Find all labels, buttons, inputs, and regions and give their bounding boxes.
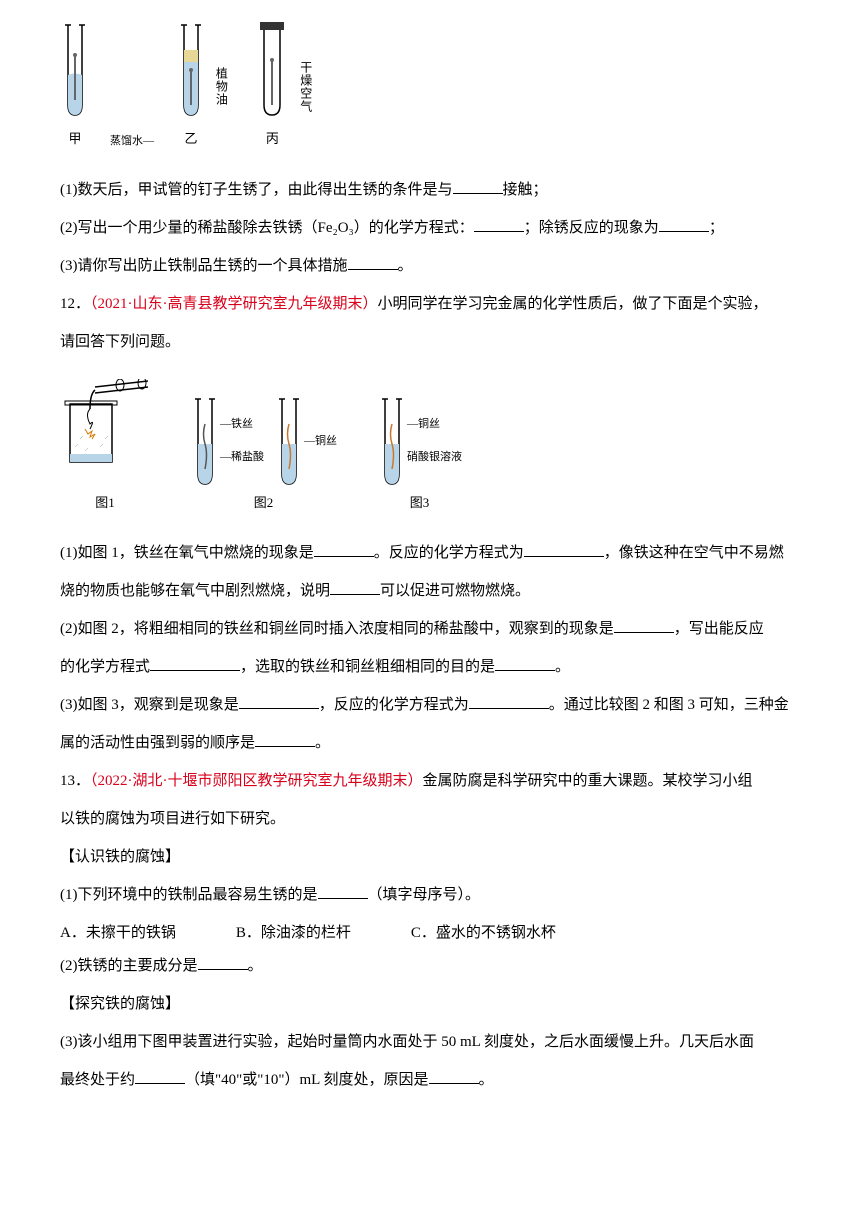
blank-fill [330, 580, 380, 595]
q12-p2: (2)如图 2，将粗细相同的铁丝和铜丝同时插入浓度相同的稀盐酸中，观察到的现象是… [60, 613, 800, 646]
q13-options: A．未擦干的铁锅 B．除油漆的栏杆 C．盛水的不锈钢水杯 [60, 917, 800, 950]
tube-b-label: 乙 [184, 125, 197, 154]
blank-fill [318, 884, 368, 899]
q1-part3: (3)请你写出防止铁制品生锈的一个具体措施。 [60, 250, 800, 283]
test-tube-b [176, 20, 206, 120]
q13-p2: (2)铁锈的主要成分是。 [60, 950, 800, 983]
q1-part2: (2)写出一个用少量的稀盐酸除去铁锈（Fe₂O₃）的化学方程式：；除锈反应的现象… [60, 212, 800, 245]
q13-header1: 【认识铁的腐蚀】 [60, 841, 800, 874]
blank-fill [614, 618, 674, 633]
blank-fill [255, 732, 315, 747]
q13-p1: (1)下列环境中的铁制品最容易生锈的是（填字母序号）。 [60, 879, 800, 912]
q12-p3: (3)如图 3，观察到是现象是，反应的化学方程式为。通过比较图 2 和图 3 可… [60, 689, 800, 722]
test-tube-a [60, 20, 90, 120]
blank-fill [524, 542, 604, 557]
option-a: A．未擦干的铁锅 [60, 917, 176, 950]
q12-p1-cont: 烧的物质也能够在氧气中剧烈燃烧，说明可以促进可燃物燃烧。 [60, 575, 800, 608]
blank-fill [135, 1069, 185, 1084]
q13-p3b: 最终处于约（填"40"或"10"）mL 刻度处，原因是。 [60, 1064, 800, 1097]
test-tube-c [254, 20, 290, 120]
option-b: B．除油漆的栏杆 [236, 917, 351, 950]
blank-fill [469, 694, 549, 709]
blank-fill [495, 656, 555, 671]
option-c: C．盛水的不锈钢水杯 [411, 917, 556, 950]
q13-intro: 13．（2022·湖北·十堰市郧阳区教学研究室九年级期末）金属防腐是科学研究中的… [60, 765, 800, 798]
blank-fill [314, 542, 374, 557]
q12-p2-cont: 的化学方程式，选取的铁丝和铜丝粗细相同的目的是。 [60, 651, 800, 684]
q13-header2: 【探究铁的腐蚀】 [60, 988, 800, 1021]
water-label: 蒸馏水— [110, 129, 154, 153]
fig2-label: 图2 [254, 489, 274, 518]
blank-fill [429, 1069, 479, 1084]
blank-fill [348, 255, 398, 270]
q13-p3a: (3)该小组用下图甲装置进行实验，起始时量筒内水面处于 50 mL 刻度处，之后… [60, 1026, 800, 1059]
exp-fig1: 图1 [60, 379, 150, 518]
blank-fill [474, 217, 524, 232]
source-tag: （2021·山东·高青县教学研究室九年级期末） [90, 296, 378, 312]
blank-fill [150, 656, 240, 671]
blank-fill [659, 217, 709, 232]
combustion-jar [60, 379, 150, 489]
tube-b-group: 乙 植物油 [176, 20, 234, 154]
fig1-label: 图1 [95, 489, 115, 518]
diagram-rust-tubes: 甲 蒸馏水— 乙 植物油 [60, 20, 800, 154]
tube-a-label: 甲 [68, 125, 81, 154]
q1-part1: (1)数天后，甲试管的钉子生锈了，由此得出生锈的条件是与接触； [60, 174, 800, 207]
q12-intro2: 请回答下列问题。 [60, 326, 800, 359]
tube-c-group: 丙 干燥空气 [254, 20, 318, 154]
q12-p3-cont: 属的活动性由强到弱的顺序是。 [60, 727, 800, 760]
q12-intro: 12．（2021·山东·高青县教学研究室九年级期末）小明同学在学习完金属的化学性… [60, 288, 800, 321]
blank-fill [453, 179, 503, 194]
blank-fill [198, 955, 248, 970]
q13-intro2: 以铁的腐蚀为项目进行如下研究。 [60, 803, 800, 836]
q12-p1: (1)如图 1，铁丝在氧气中燃烧的现象是。反应的化学方程式为，像铁这种在空气中不… [60, 537, 800, 570]
diagram-experiments: 图1 —铁丝 —稀盐酸 [60, 379, 800, 518]
source-tag: （2022·湖北·十堰市郧阳区教学研究室九年级期末） [90, 773, 423, 789]
tube-c-label: 丙 [266, 125, 279, 154]
dry-air-label: 干燥空气 [292, 61, 318, 113]
blank-fill [239, 694, 319, 709]
oil-label: 植物油 [208, 67, 234, 106]
exp-fig3: —铜丝 硝酸银溶液 图3 [377, 394, 462, 518]
tube-a-group: 甲 [60, 20, 90, 154]
fig3-label: 图3 [410, 489, 430, 518]
exp-fig2: —铁丝 —稀盐酸 —铜丝 图2 [190, 394, 337, 518]
